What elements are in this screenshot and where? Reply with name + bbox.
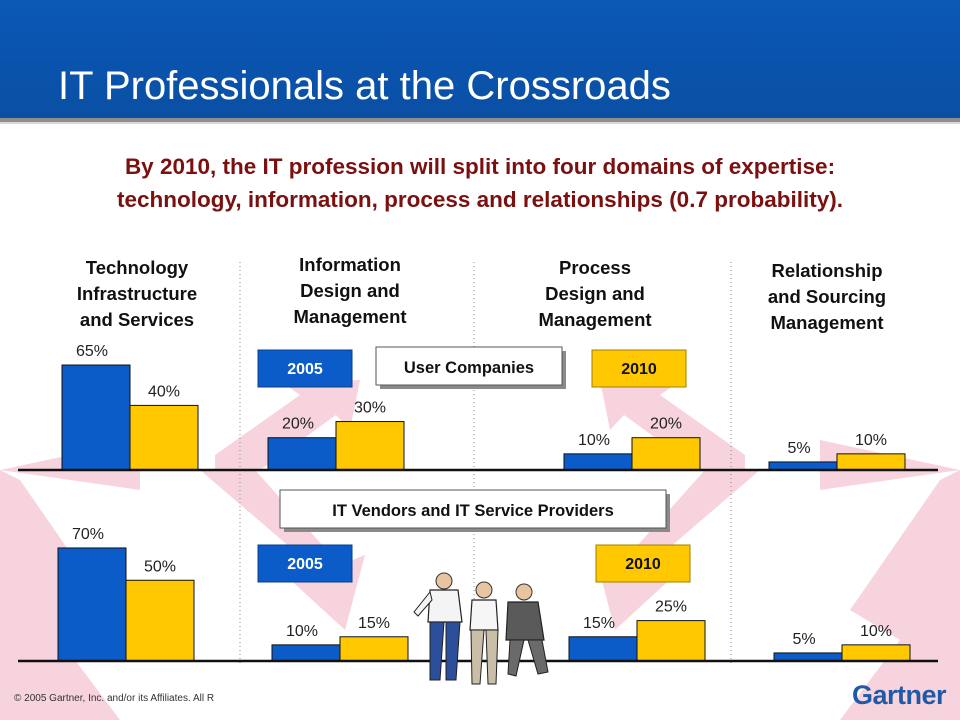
subtitle-line-1: By 2010, the IT profession will split in… bbox=[124, 154, 836, 179]
bar-users-2005-cat3 bbox=[563, 453, 633, 471]
legend-2005-bottom-label: 2005 bbox=[287, 556, 323, 573]
bar-label-users-2005-cat3: 10% bbox=[578, 432, 610, 449]
legend-2005-bottom: 2005 bbox=[257, 544, 353, 583]
bar-label-users-2010-cat3: 20% bbox=[650, 416, 682, 433]
legend-user-companies-label: User Companies bbox=[404, 359, 534, 377]
bar-vendors-2010-cat1 bbox=[125, 579, 195, 662]
bars bbox=[57, 364, 911, 662]
people-clipart-icon bbox=[413, 572, 549, 685]
bar-vendors-2010-cat3 bbox=[636, 620, 706, 662]
arrow-down-left-icon bbox=[200, 470, 365, 630]
arrow-up-right-icon bbox=[600, 380, 745, 470]
bar-label-vendors-2010-cat4: 10% bbox=[860, 623, 892, 640]
category-title-4-line-3: Management bbox=[770, 312, 883, 333]
legend-2010-top-label: 2010 bbox=[621, 361, 657, 378]
bar-label-vendors-2005-cat3: 15% bbox=[583, 615, 615, 632]
category-title-1-line-3: and Services bbox=[80, 309, 194, 330]
bar-vendors-2010-cat2 bbox=[339, 636, 409, 662]
bar-label-vendors-2010-cat2: 15% bbox=[358, 615, 390, 632]
bar-label-users-2010-cat1: 40% bbox=[148, 383, 180, 400]
bar-vendors-2005-cat1 bbox=[57, 547, 127, 662]
category-titles: Technology Infrastructure and Services Info… bbox=[77, 254, 886, 333]
title-rule-light bbox=[0, 122, 960, 124]
legend-2005-top-label: 2005 bbox=[287, 361, 323, 378]
legend-2010-bottom-label: 2010 bbox=[625, 556, 661, 573]
arrow-bottom-right-icon bbox=[840, 470, 960, 720]
bar-label-users-2005-cat4: 5% bbox=[787, 440, 810, 457]
category-title-3-line-3: Management bbox=[538, 309, 651, 330]
subtitle: By 2010, the IT profession will split in… bbox=[0, 150, 960, 216]
category-title-3-line-1: Process bbox=[559, 257, 631, 278]
bar-label-vendors-2005-cat4: 5% bbox=[792, 631, 815, 648]
category-title-2-line-2: Design and bbox=[300, 280, 400, 301]
copyright-footer: © 2005 Gartner, Inc. and/or its Affiliat… bbox=[14, 693, 215, 704]
bar-users-2010-cat4 bbox=[836, 453, 906, 471]
bar-users-2010-cat1 bbox=[129, 404, 199, 471]
category-title-4-line-1: Relationship bbox=[771, 260, 882, 281]
bar-users-2005-cat1 bbox=[61, 364, 131, 471]
bar-label-vendors-2010-cat3: 25% bbox=[655, 599, 687, 616]
category-title-4-line-2: and Sourcing bbox=[768, 286, 886, 307]
bar-label-users-2005-cat2: 20% bbox=[282, 416, 314, 433]
slide-title: IT Professionals at the Crossroads bbox=[58, 64, 671, 108]
legend-2010-top: 2010 bbox=[591, 349, 687, 388]
legend-user-companies: User Companies bbox=[375, 346, 566, 389]
category-title-1-line-2: Infrastructure bbox=[77, 283, 197, 304]
subtitle-line-2: technology, information, process and rel… bbox=[117, 187, 843, 212]
legend-2005-top: 2005 bbox=[257, 349, 353, 388]
bar-label-users-2010-cat2: 30% bbox=[354, 400, 386, 417]
bar-label-vendors-2010-cat1: 50% bbox=[144, 558, 176, 575]
legend-vendors-label: IT Vendors and IT Service Providers bbox=[332, 502, 614, 520]
bar-label-users-2005-cat1: 65% bbox=[76, 343, 108, 360]
gartner-logo: Gartner bbox=[852, 680, 947, 710]
bar-users-2010-cat3 bbox=[631, 437, 701, 471]
bar-labels: 65% 20% 10% 5% 40% 30% 20% 10% 70% 10% 15% 5% 50% 15%… bbox=[72, 343, 892, 648]
arrow-down-right-icon bbox=[595, 470, 760, 630]
category-title-2-line-1: Information bbox=[299, 254, 401, 275]
arrow-up-left-icon bbox=[215, 380, 360, 470]
title-bar: IT Professionals at the Crossroads bbox=[0, 0, 960, 118]
bar-vendors-2005-cat3 bbox=[568, 636, 638, 662]
bar-vendors-2010-cat4 bbox=[841, 644, 911, 662]
category-title-3-line-2: Design and bbox=[545, 283, 645, 304]
category-title-1-line-1: Technology bbox=[86, 257, 189, 278]
legend-vendors: IT Vendors and IT Service Providers bbox=[279, 489, 670, 532]
legend-2010-bottom: 2010 bbox=[595, 544, 691, 583]
title-rule bbox=[0, 118, 960, 122]
bar-users-2010-cat2 bbox=[335, 421, 405, 471]
bar-label-vendors-2005-cat1: 70% bbox=[72, 526, 104, 543]
bar-label-vendors-2005-cat2: 10% bbox=[286, 623, 318, 640]
bar-label-users-2010-cat4: 10% bbox=[855, 432, 887, 449]
category-title-2-line-3: Management bbox=[293, 306, 406, 327]
bar-vendors-2005-cat2 bbox=[271, 644, 341, 662]
bar-users-2005-cat2 bbox=[267, 437, 337, 471]
